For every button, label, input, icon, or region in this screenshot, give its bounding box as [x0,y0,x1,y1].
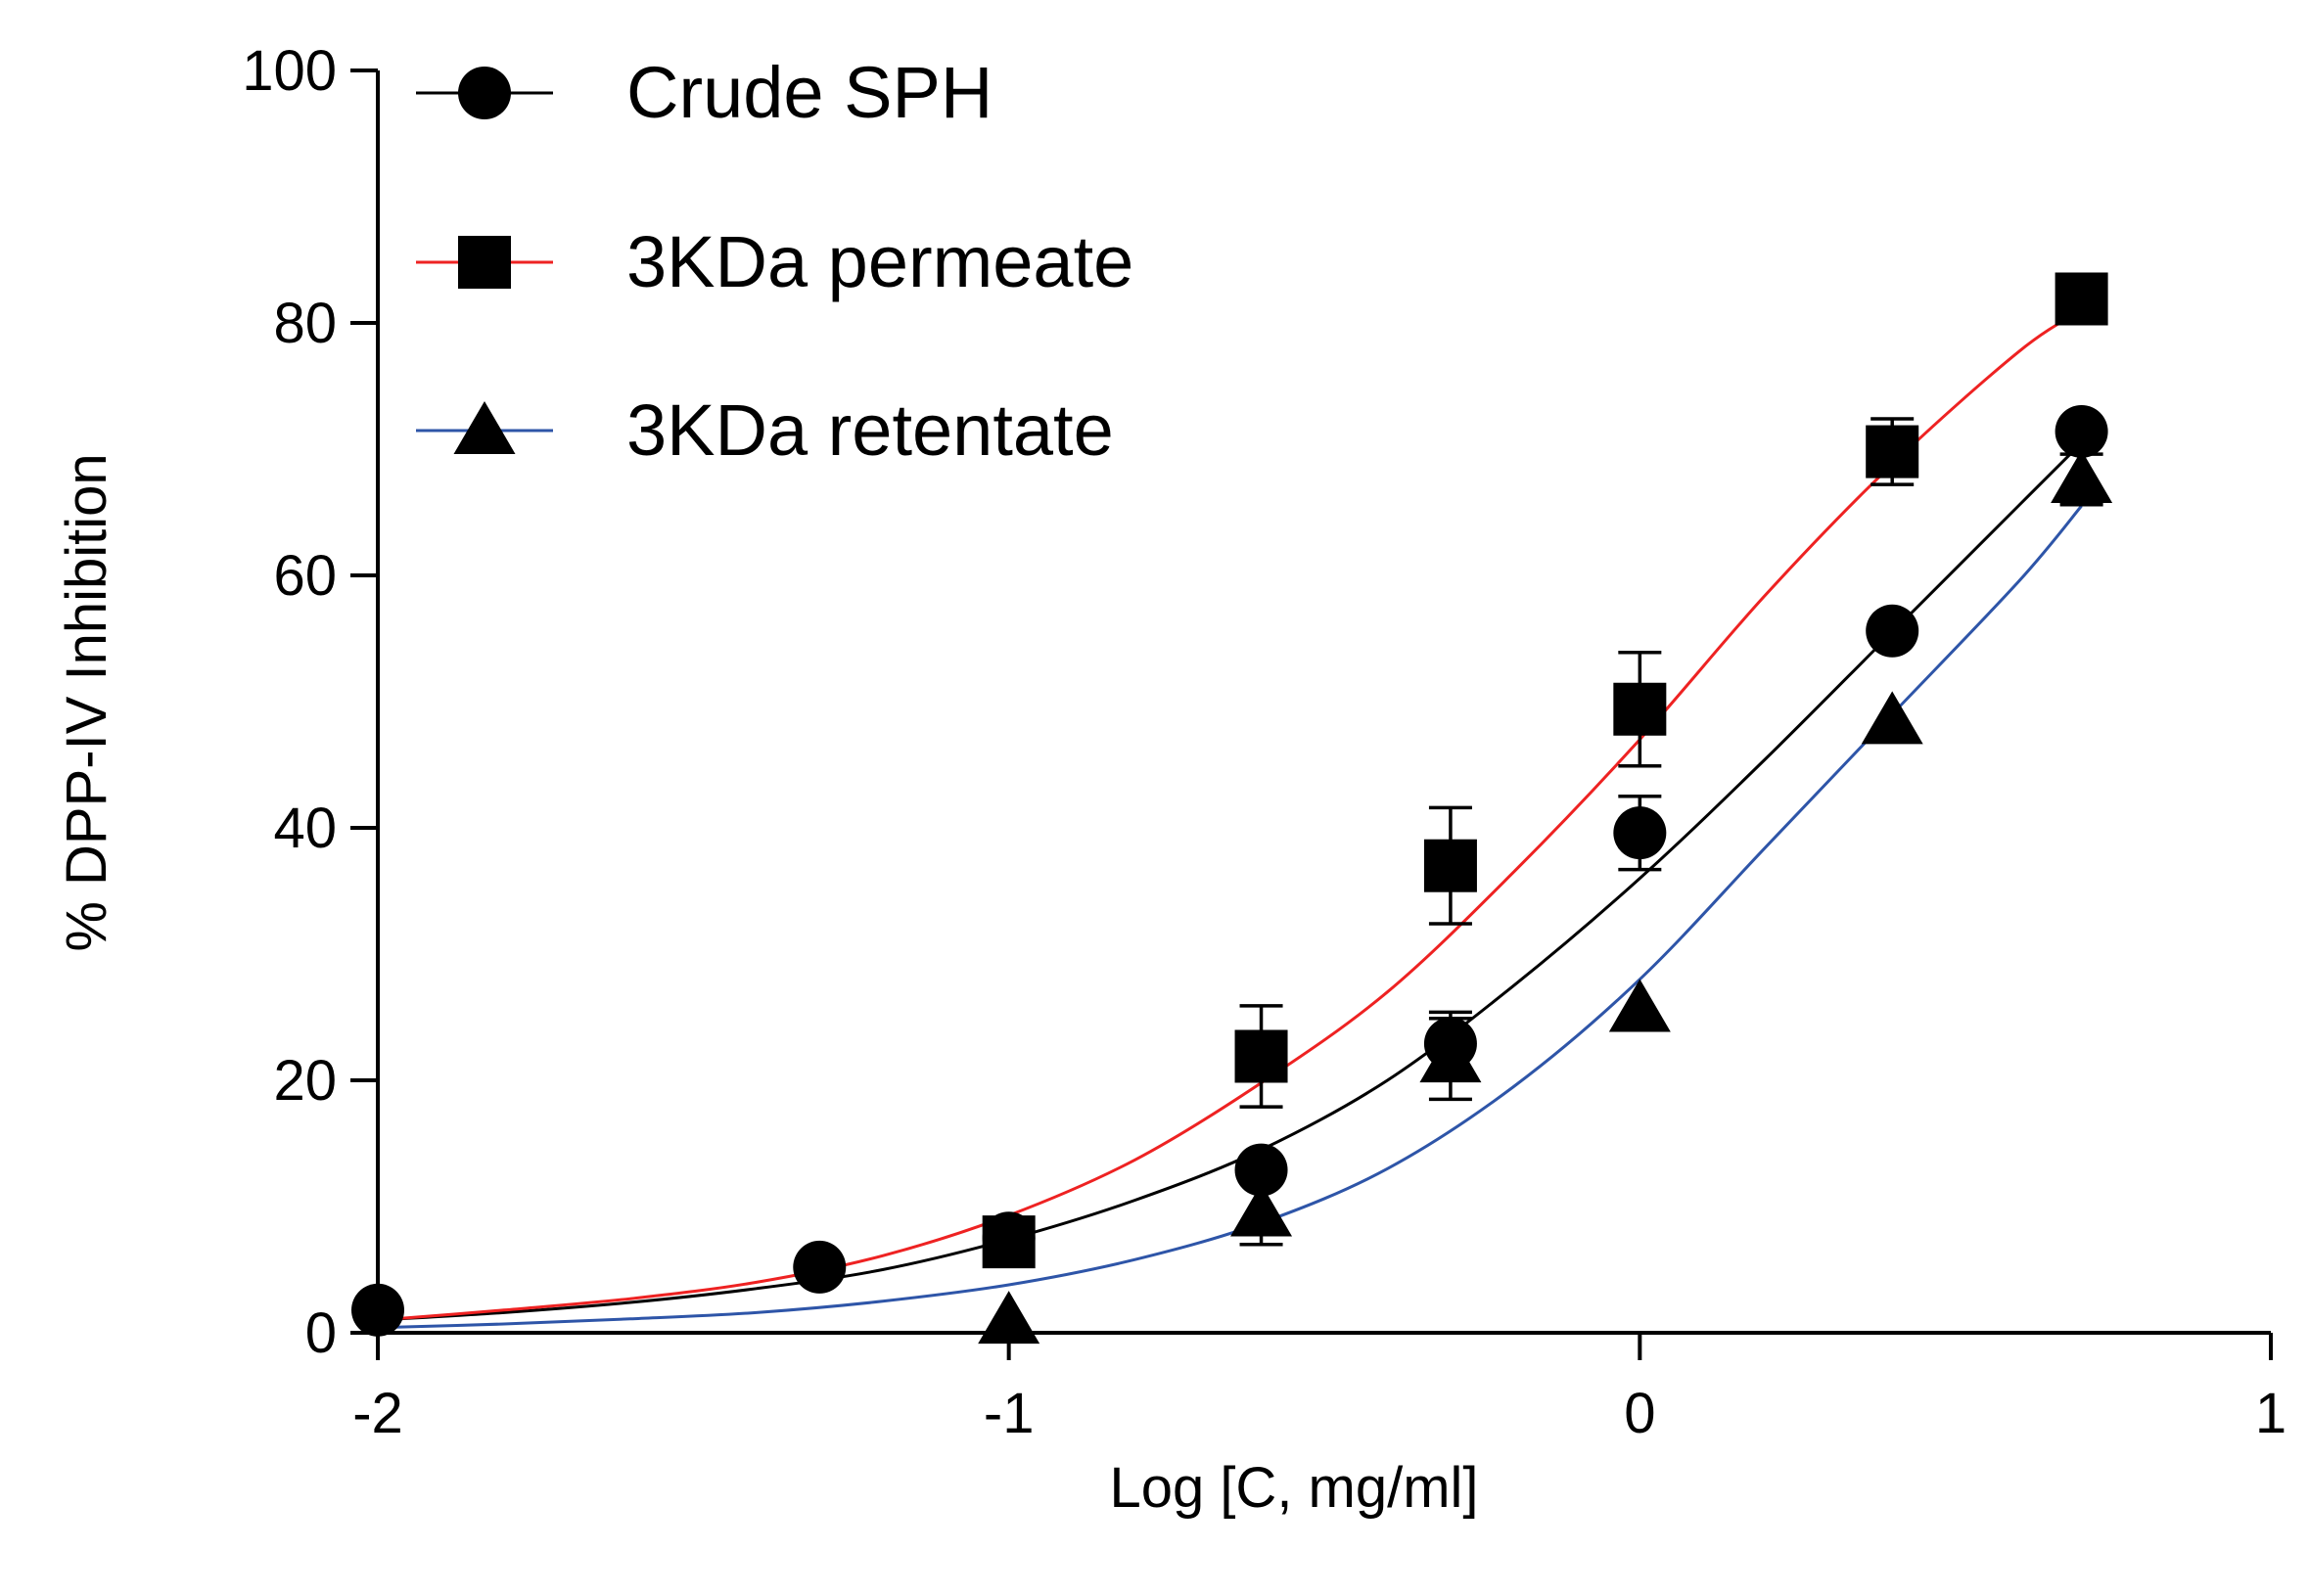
legend-label-3kda-retentate: 3KDa retentate [626,389,1114,471]
x-tick-label: 0 [1624,1382,1655,1445]
y-tick-label: 20 [273,1049,337,1113]
error-bars [1239,284,2103,1247]
data-point-crude-sph [1613,806,1667,860]
data-point-3kda-retentate [2051,449,2113,503]
data-point-3kda-permeate [2055,272,2108,326]
axes: 0 20 40 60 80 100 -2 -1 0 1 [242,39,2286,1445]
data-point-3kda-retentate [1419,1029,1482,1083]
legend-label-3kda-permeate: 3KDa permeate [626,221,1133,302]
data-point-3kda-permeate [1234,1029,1288,1083]
x-tick-label: 1 [2255,1382,2286,1445]
fit-curves [377,308,2083,1330]
y-tick-label: 40 [273,797,337,860]
legend: Crude SPH 3KDa permeate 3KDa retentate [416,52,1133,471]
y-axis-title: % DPP-IV Inhibition [55,453,118,951]
x-axis-title: Log [C, mg/ml] [1109,1456,1478,1520]
legend-marker-3kda-retentate [453,401,516,454]
y-tick-label: 80 [273,292,337,355]
data-point-3kda-retentate [1608,979,1671,1032]
y-tick-label: 60 [273,544,337,608]
legend-label-crude-sph: Crude SPH [626,52,993,133]
data-point-crude-sph [793,1240,847,1294]
legend-marker-crude-sph [458,67,511,119]
fit-curve-crude-sph [377,441,2083,1322]
y-tick-label: 100 [242,39,337,103]
data-point-crude-sph [2055,404,2108,458]
data-point-3kda-permeate [982,1215,1036,1269]
data-markers [351,272,2113,1345]
data-point-3kda-retentate [1861,691,1923,745]
y-tick-label: 0 [305,1301,337,1365]
data-point-crude-sph [1866,604,1919,658]
fit-curve-3kda-retentate [377,505,2083,1330]
data-point-crude-sph [1234,1143,1288,1197]
data-point-3kda-permeate [1613,682,1667,736]
x-tick-label: -1 [984,1382,1035,1445]
data-point-3kda-retentate [978,1291,1040,1345]
x-tick-label: -2 [352,1382,403,1445]
fit-curve-3kda-permeate [377,308,2083,1322]
data-point-3kda-permeate [1866,425,1919,479]
data-point-crude-sph [351,1283,404,1337]
legend-marker-3kda-permeate [458,236,511,289]
data-point-3kda-permeate [1423,839,1477,892]
data-point-3kda-retentate [1230,1183,1293,1237]
